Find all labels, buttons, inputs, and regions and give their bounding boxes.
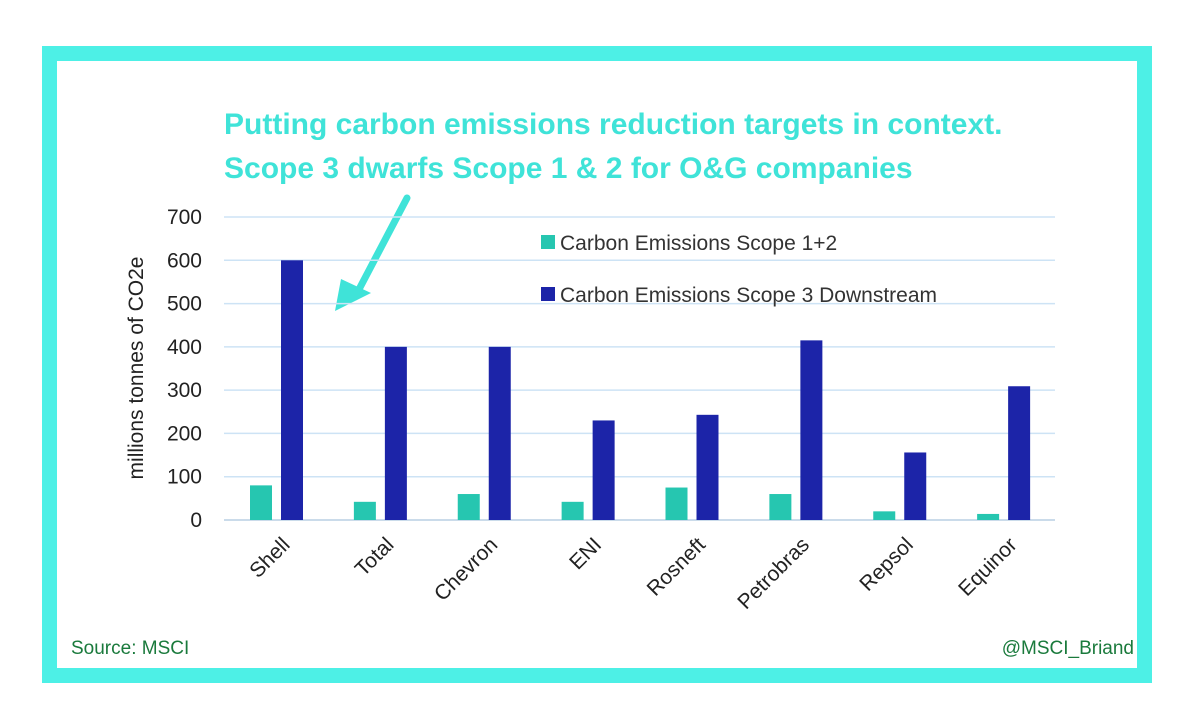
source-note: Source: MSCI [71,638,189,659]
x-category-label: Equinor [954,533,1021,600]
x-category-label: Repsol [855,533,917,595]
annotation-arrow [335,194,411,311]
bar-scope3-rosneft [696,414,719,520]
x-category-label: Total [351,533,399,581]
x-category-label: ENI [565,533,606,574]
bar-scope12-equinor [977,513,1000,520]
title-line-1: Putting carbon emissions reduction targe… [224,108,1002,141]
bar-scope12-shell [250,485,272,520]
legend-swatch-scope3 [541,287,555,301]
y-tick-label: 500 [167,293,202,316]
bar-scope3-shell [281,260,303,520]
y-axis-ticks: 0 100 200 300 400 500 600 700 [167,206,202,532]
bar-scope3-equinor [1008,386,1031,520]
bar-scope3-petrobras [800,340,823,520]
x-category-label: Chevron [430,533,502,605]
y-tick-label: 100 [167,466,202,489]
y-tick-label: 700 [167,206,202,229]
bar-scope12-rosneft [665,487,688,520]
y-tick-label: 200 [167,422,202,445]
bar-scope12-petrobras [769,494,792,520]
bar-scope3-eni [592,420,615,520]
x-axis-categories: Shell Total Chevron ENI Rosneft Petrobras Reps… [245,533,1021,614]
legend-label-scope12: Carbon Emissions Scope 1+2 [560,232,837,255]
bar-scope12-repsol [873,511,896,520]
bar-scope3-total [384,346,407,520]
y-axis-title: millions tonnes of CO2e [125,257,148,480]
bar-scope12-total [353,501,376,520]
chart-frame: Putting carbon emissions reduction targe… [42,46,1152,683]
y-tick-label: 300 [167,379,202,402]
chart-canvas: Putting carbon emissions reduction targe… [71,108,1134,659]
legend: Carbon Emissions Scope 1+2 Carbon Emissi… [541,232,937,307]
bar-scope3-chevron [488,346,511,520]
y-tick-label: 0 [190,509,202,532]
bar-scope12-chevron [457,494,480,520]
legend-swatch-scope12 [541,235,555,249]
y-tick-label: 400 [167,336,202,359]
bar-scope12-eni [561,501,584,520]
bar-scope3-repsol [904,452,927,520]
x-category-label: Petrobras [733,533,814,614]
bars [250,260,1031,520]
y-tick-label: 600 [167,249,202,272]
x-category-label: Rosneft [643,533,711,601]
legend-label-scope3: Carbon Emissions Scope 3 Downstream [560,284,937,307]
x-category-label: Shell [245,533,294,582]
title-line-2: Scope 3 dwarfs Scope 1 & 2 for O&G compa… [224,152,913,185]
author-handle: @MSCI_Briand [1002,638,1134,659]
gridlines [224,216,1055,521]
